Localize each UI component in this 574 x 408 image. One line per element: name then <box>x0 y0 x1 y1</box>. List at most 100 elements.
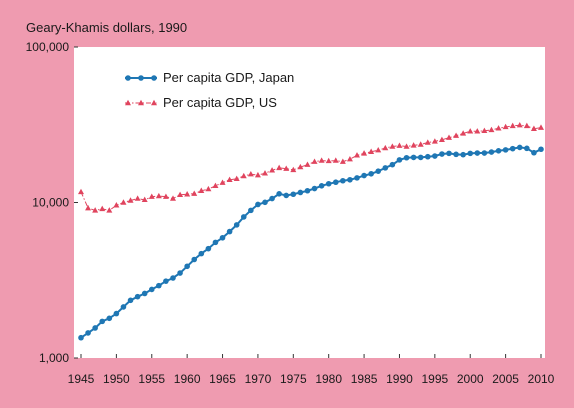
data-point-us <box>283 165 290 171</box>
y-axis-title: Geary-Khamis dollars, 1990 <box>26 20 187 35</box>
data-point-us <box>276 164 283 171</box>
data-point-japan <box>531 149 537 156</box>
data-point-us <box>424 139 431 145</box>
data-point-us <box>446 134 452 140</box>
x-tick-label: 1985 <box>351 372 378 386</box>
data-point-japan <box>382 165 389 171</box>
x-tick-label: 1950 <box>103 372 130 386</box>
legend-swatch-marker <box>151 75 157 81</box>
data-point-japan <box>106 315 113 322</box>
data-point-japan <box>332 179 339 186</box>
legend-label: Per capita GDP, US <box>163 95 277 110</box>
data-point-japan <box>141 290 148 297</box>
data-point-japan <box>311 185 318 192</box>
data-point-japan <box>85 330 91 336</box>
x-tick-label: 1995 <box>421 372 448 386</box>
data-point-us <box>361 150 368 156</box>
data-point-us <box>134 195 141 201</box>
x-tick-label: 2000 <box>457 372 484 386</box>
data-point-japan <box>340 177 346 184</box>
legend-item-us: Per capita GDP, US <box>125 95 277 110</box>
data-point-us <box>247 171 254 177</box>
data-point-us <box>254 171 261 178</box>
data-point-japan <box>205 245 212 252</box>
data-point-us <box>177 191 184 198</box>
data-point-japan <box>248 207 254 214</box>
data-point-us <box>85 204 92 211</box>
data-point-japan <box>502 147 509 153</box>
data-point-us <box>502 123 509 130</box>
data-point-japan <box>488 149 495 155</box>
x-tick-label: 1945 <box>68 372 95 386</box>
data-point-us <box>332 157 339 163</box>
x-tick-label: 1975 <box>280 372 307 386</box>
data-point-japan <box>495 148 502 154</box>
data-point-japan <box>120 304 127 310</box>
data-point-us <box>346 155 353 162</box>
data-point-us <box>431 138 438 144</box>
data-point-japan <box>325 180 332 187</box>
data-point-japan <box>304 187 311 194</box>
data-point-japan <box>134 293 141 300</box>
data-point-us <box>460 130 467 136</box>
data-point-us <box>212 182 219 189</box>
data-point-us <box>538 124 544 130</box>
x-tick-label: 1990 <box>386 372 413 386</box>
data-point-us <box>453 132 460 138</box>
data-point-japan <box>368 170 374 177</box>
data-point-japan <box>113 310 120 317</box>
data-point-japan <box>148 286 155 293</box>
data-point-us <box>113 202 120 208</box>
data-point-japan <box>524 145 530 152</box>
data-point-us <box>488 126 495 133</box>
data-point-japan <box>481 150 488 156</box>
data-point-us <box>516 122 523 128</box>
data-point-japan <box>184 263 190 270</box>
data-point-us <box>354 152 360 158</box>
y-tick-label: 10,000 <box>32 196 69 210</box>
data-point-japan <box>226 228 233 235</box>
data-point-japan <box>156 282 162 289</box>
data-point-japan <box>318 183 325 189</box>
data-point-us <box>530 125 537 131</box>
data-point-us <box>410 142 417 148</box>
data-point-japan <box>460 151 466 158</box>
data-point-us <box>375 146 382 153</box>
data-point-japan <box>92 325 98 331</box>
legend-swatch-marker <box>138 75 144 81</box>
data-point-us <box>78 188 84 195</box>
data-point-us <box>304 161 311 167</box>
data-point-us <box>311 158 318 164</box>
data-point-japan <box>516 144 523 151</box>
data-point-us <box>240 172 247 179</box>
data-point-japan <box>375 168 382 174</box>
legend-item-japan: Per capita GDP, Japan <box>125 70 294 85</box>
data-point-us <box>339 158 346 164</box>
series-layer <box>78 122 544 341</box>
data-point-japan <box>276 191 282 197</box>
data-point-japan <box>127 297 134 304</box>
data-point-japan <box>453 151 459 158</box>
data-point-japan <box>354 175 360 181</box>
data-point-us <box>141 196 148 203</box>
data-point-us <box>417 141 424 147</box>
y-axis: 1,000 10,000 100,000 <box>26 40 78 365</box>
data-point-us <box>325 157 332 164</box>
data-point-japan <box>417 154 424 161</box>
data-point-japan <box>78 334 84 341</box>
data-point-us <box>106 207 113 213</box>
data-point-japan <box>219 234 226 241</box>
data-point-japan <box>361 172 367 179</box>
series-japan <box>78 144 544 341</box>
data-point-us <box>184 191 191 197</box>
data-point-japan <box>424 153 431 160</box>
data-point-japan <box>538 146 544 153</box>
data-point-us <box>191 190 198 196</box>
data-point-us <box>155 192 162 199</box>
x-tick-label: 1980 <box>315 372 342 386</box>
data-point-us <box>403 143 410 149</box>
data-point-us <box>290 166 297 173</box>
data-point-us <box>219 179 226 185</box>
legend-swatch-marker <box>151 99 157 106</box>
